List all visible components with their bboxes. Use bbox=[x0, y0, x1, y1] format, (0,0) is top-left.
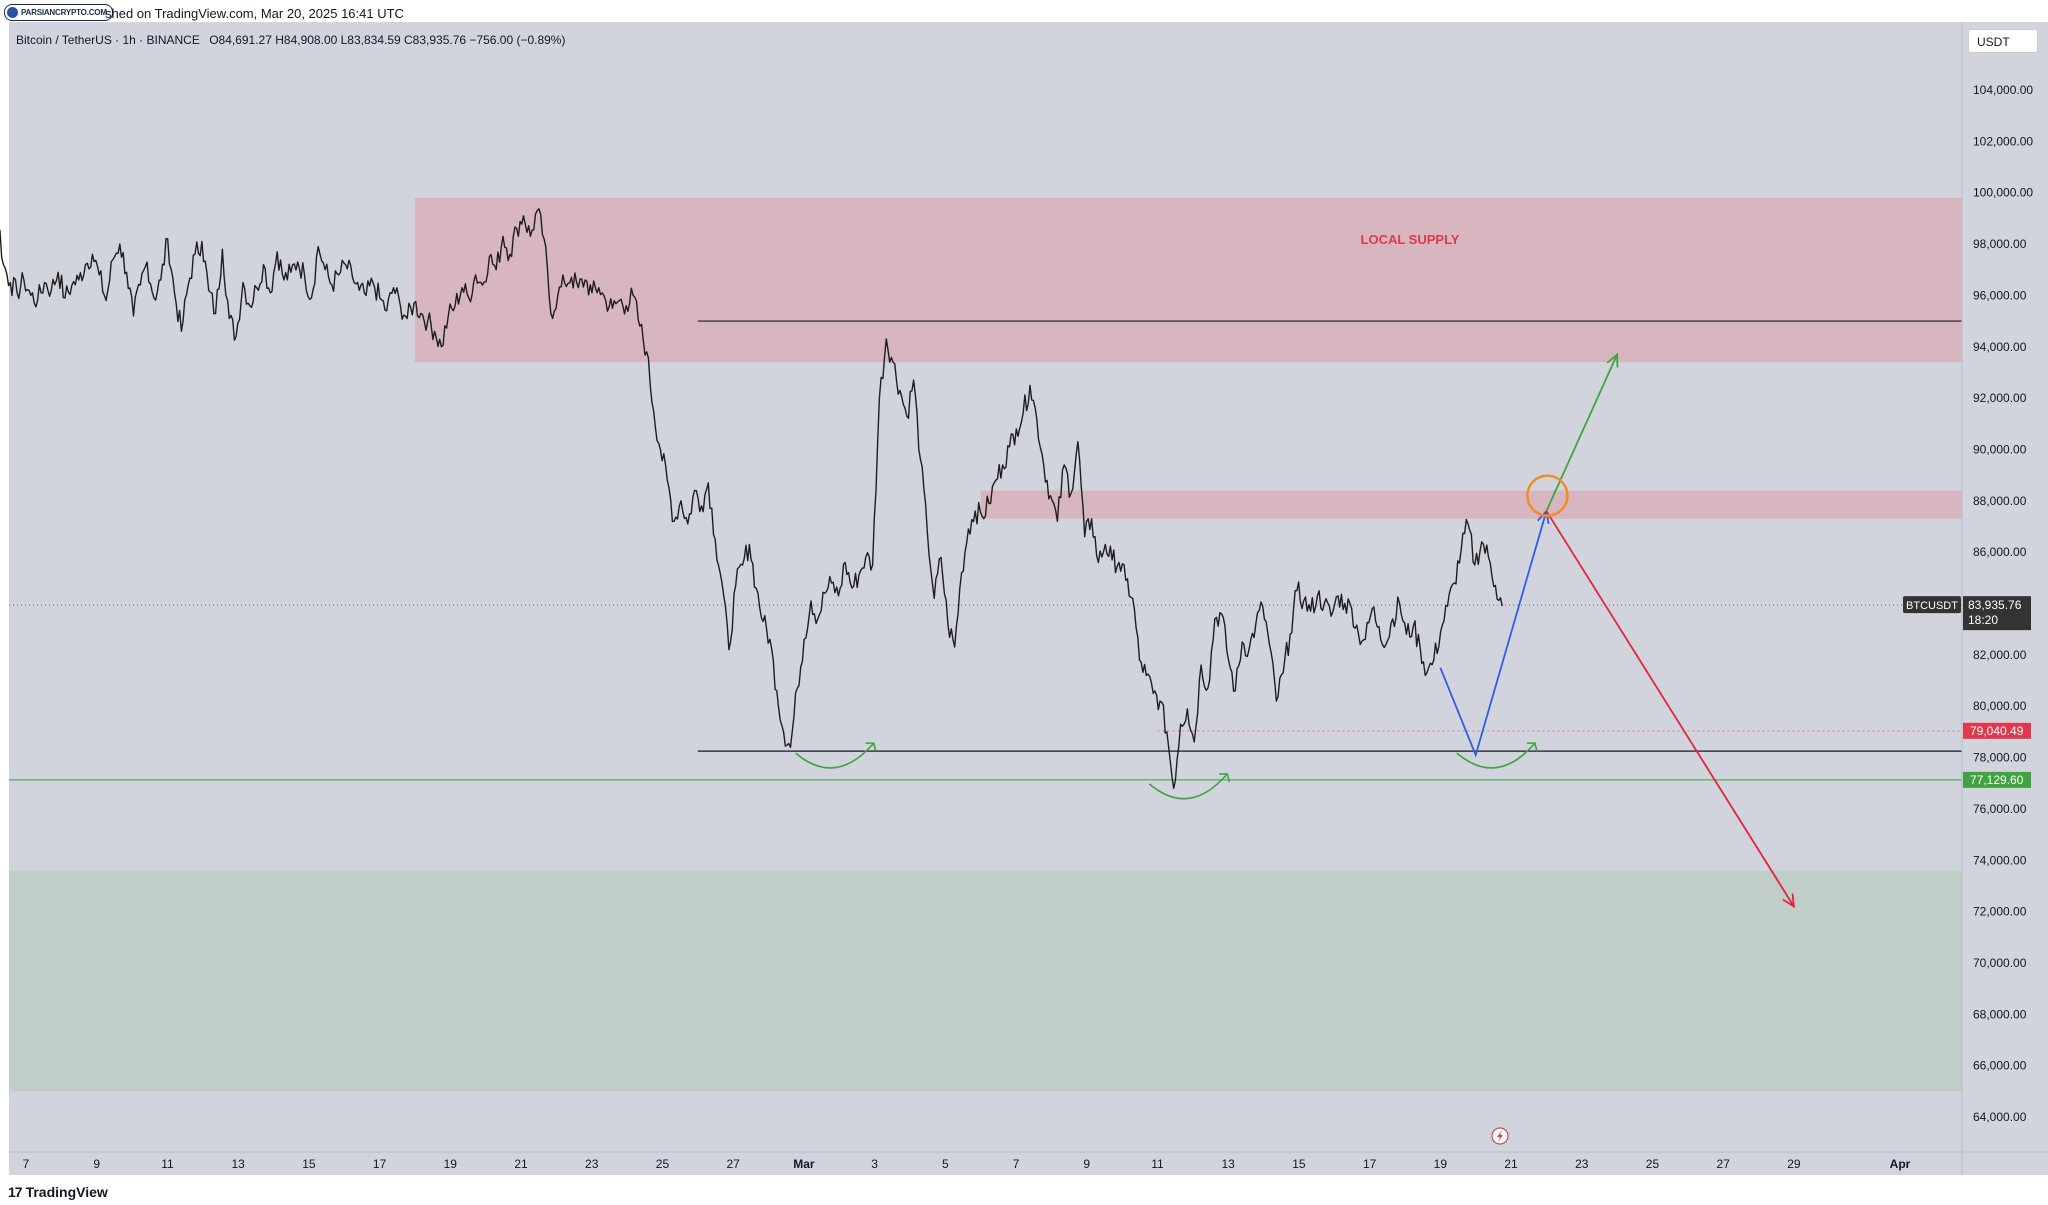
bounce-arrowhead-2 bbox=[1526, 742, 1538, 752]
tradingview-label: TradingView bbox=[25, 1184, 108, 1200]
y-tick-label: 82,000.00 bbox=[1973, 648, 2027, 662]
y-tick-label: 98,000.00 bbox=[1973, 237, 2027, 251]
logo-text: PARSIANCRYPTO.COM bbox=[21, 8, 107, 17]
y-tick-label: 104,000.00 bbox=[1973, 83, 2033, 97]
y-tick-label: 68,000.00 bbox=[1973, 1007, 2027, 1021]
bounce-arc-0 bbox=[795, 742, 875, 769]
y-tick-label: 90,000.00 bbox=[1973, 442, 2027, 456]
x-tick-label: 27 bbox=[1717, 1157, 1731, 1171]
y-tick-label: 64,000.00 bbox=[1973, 1110, 2027, 1124]
y-tick-label: 78,000.00 bbox=[1973, 751, 2027, 765]
levels-layer bbox=[9, 320, 1962, 781]
x-tick-label: 19 bbox=[1434, 1157, 1448, 1171]
last-price-value: 83,935.76 bbox=[1968, 598, 2022, 612]
x-tick-label: 23 bbox=[1575, 1157, 1589, 1171]
zone-0 bbox=[414, 197, 1963, 363]
bounce-arc-2 bbox=[1456, 742, 1536, 769]
zone-label-0: LOCAL SUPPLY bbox=[1361, 232, 1460, 247]
level-tag-text-2: 77,129.60 bbox=[1970, 773, 2024, 787]
watermark-logo: PARSIANCRYPTO.COM bbox=[4, 4, 113, 21]
zone-1 bbox=[980, 490, 1962, 519]
x-tick-label: 17 bbox=[1363, 1157, 1377, 1171]
zones-layer: LOCAL SUPPLY bbox=[9, 197, 1963, 1092]
x-tick-label: 17 bbox=[373, 1157, 387, 1171]
projection-arrowhead-green bbox=[1606, 352, 1619, 368]
tradingview-brand[interactable]: 17 TradingView bbox=[8, 1184, 108, 1200]
x-tick-label: 11 bbox=[1151, 1157, 1164, 1171]
bottom-bar: 17 TradingView bbox=[0, 1182, 2048, 1205]
ohlc-values: O84,691.27 H84,908.00 L83,834.59 C83,935… bbox=[209, 33, 566, 47]
tradingview-icon: 17 bbox=[8, 1184, 23, 1200]
bounce-arc-1 bbox=[1148, 773, 1228, 800]
y-tick-label: 102,000.00 bbox=[1973, 134, 2033, 148]
x-tick-label: 21 bbox=[1504, 1157, 1518, 1171]
projection-arrowhead-red bbox=[1782, 893, 1796, 909]
x-tick-label: 11 bbox=[161, 1157, 174, 1171]
currency-selector[interactable]: USDT bbox=[1968, 29, 2038, 53]
y-tick-label: 66,000.00 bbox=[1973, 1059, 2027, 1073]
symbol-tag-text: BTCUSDT bbox=[1906, 600, 1958, 612]
x-tick-label: 5 bbox=[942, 1157, 949, 1171]
y-tick-label: 86,000.00 bbox=[1973, 545, 2027, 559]
x-tick-label: 21 bbox=[514, 1157, 528, 1171]
y-tick-label: 94,000.00 bbox=[1973, 340, 2027, 354]
level-tag-2 bbox=[1963, 771, 2031, 788]
level-tag-text-3: 79,040.49 bbox=[1970, 724, 2024, 738]
y-tick-label: 80,000.00 bbox=[1973, 699, 2027, 713]
projection-path-green bbox=[1545, 354, 1618, 512]
y-tick-label: 96,000.00 bbox=[1973, 288, 2027, 302]
y-tick-label: 100,000.00 bbox=[1973, 186, 2033, 200]
x-tick-label: Mar bbox=[793, 1157, 815, 1171]
x-tick-label: 19 bbox=[444, 1157, 458, 1171]
bounce-arrowhead-1 bbox=[1219, 773, 1231, 783]
logo-icon bbox=[7, 7, 18, 18]
price-series-line bbox=[0, 208, 1503, 790]
projections-layer bbox=[1439, 352, 1796, 909]
x-tick-label: 15 bbox=[302, 1157, 316, 1171]
symbol-header: Bitcoin / TetherUS · 1h · BINANCE O84,69… bbox=[16, 33, 565, 47]
y-tick-label: 72,000.00 bbox=[1973, 905, 2027, 919]
y-tick-label: 70,000.00 bbox=[1973, 956, 2027, 970]
y-tick-label: 76,000.00 bbox=[1973, 802, 2027, 816]
lightning-icon[interactable] bbox=[1491, 1127, 1509, 1145]
zone-2 bbox=[9, 870, 1962, 1092]
published-info: shed on TradingView.com, Mar 20, 2025 16… bbox=[105, 6, 404, 21]
y-tick-label: 88,000.00 bbox=[1973, 494, 2027, 508]
x-tick-label: 7 bbox=[1013, 1157, 1020, 1171]
x-tick-label: 7 bbox=[23, 1157, 30, 1171]
x-tick-label: 15 bbox=[1292, 1157, 1306, 1171]
symbol-name: Bitcoin / TetherUS · 1h · BINANCE bbox=[16, 33, 200, 47]
last-price-tag bbox=[1963, 596, 2031, 631]
x-tick-label: 13 bbox=[1222, 1157, 1236, 1171]
target-circle bbox=[1526, 474, 1569, 517]
y-tick-label: 74,000.00 bbox=[1973, 853, 2027, 867]
x-tick-label: 13 bbox=[231, 1157, 245, 1171]
projection-path-blue bbox=[1439, 510, 1548, 758]
x-tick-label: 9 bbox=[93, 1157, 100, 1171]
bounce-arcs-layer bbox=[795, 742, 1538, 800]
level-tag-3 bbox=[1963, 722, 2031, 739]
x-tick-label: 29 bbox=[1787, 1157, 1801, 1171]
x-tick-label: 25 bbox=[1646, 1157, 1660, 1171]
x-tick-label: 25 bbox=[656, 1157, 670, 1171]
x-tick-label: Apr bbox=[1890, 1157, 1911, 1171]
x-tick-label: 9 bbox=[1083, 1157, 1090, 1171]
projection-path-red bbox=[1545, 510, 1795, 907]
price-axis: 104,000.00 102,000.00 100,000.00 98,000.00 9… bbox=[1973, 83, 2033, 1124]
x-tick-label: 27 bbox=[726, 1157, 740, 1171]
countdown-value: 18:20 bbox=[1968, 613, 1998, 627]
x-tick-label: 3 bbox=[871, 1157, 878, 1171]
symbol-tag bbox=[1903, 596, 1961, 614]
bounce-arrowhead-0 bbox=[865, 742, 877, 752]
y-tick-label: 92,000.00 bbox=[1973, 391, 2027, 405]
x-tick-label: 23 bbox=[585, 1157, 599, 1171]
time-axis: 7 9 11 13 15 17 19 21 23 25 27 Mar 3 5 7 9 11 13 15 17 19 21 2… bbox=[23, 1157, 1911, 1171]
